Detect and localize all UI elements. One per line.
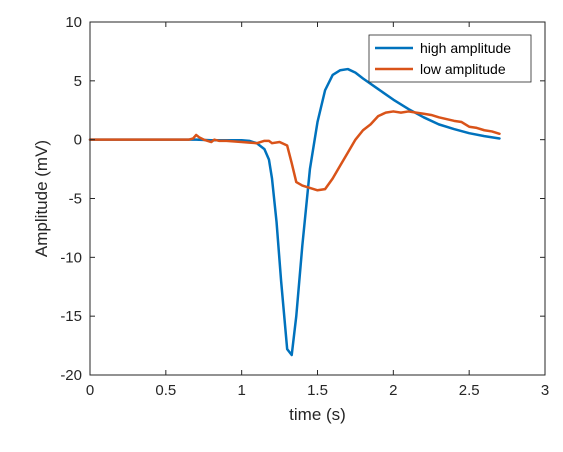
x-tick-label: 1.5 (307, 382, 328, 399)
x-tick-label: 3 (541, 382, 549, 399)
x-tick-label: 1 (237, 382, 245, 399)
y-tick-label: -10 (60, 249, 82, 266)
y-tick-label: -5 (69, 191, 82, 208)
y-tick-label: 5 (74, 73, 82, 90)
y-tick-label: -20 (60, 367, 82, 384)
x-tick-label: 0.5 (155, 382, 176, 399)
y-tick-label: -15 (60, 308, 82, 325)
x-tick-label: 2 (389, 382, 397, 399)
x-tick-label: 2.5 (459, 382, 480, 399)
legend-label-low-amplitude: low amplitude (420, 61, 506, 77)
y-tick-label: 0 (74, 132, 82, 149)
x-axis-title: time (s) (289, 405, 346, 424)
y-axis-title: Amplitude (mV) (32, 140, 51, 257)
x-tick-label: 0 (86, 382, 94, 399)
y-tick-label: 10 (65, 14, 82, 31)
legend-label-high-amplitude: high amplitude (420, 40, 511, 56)
legend: high amplitude low amplitude (369, 35, 531, 82)
